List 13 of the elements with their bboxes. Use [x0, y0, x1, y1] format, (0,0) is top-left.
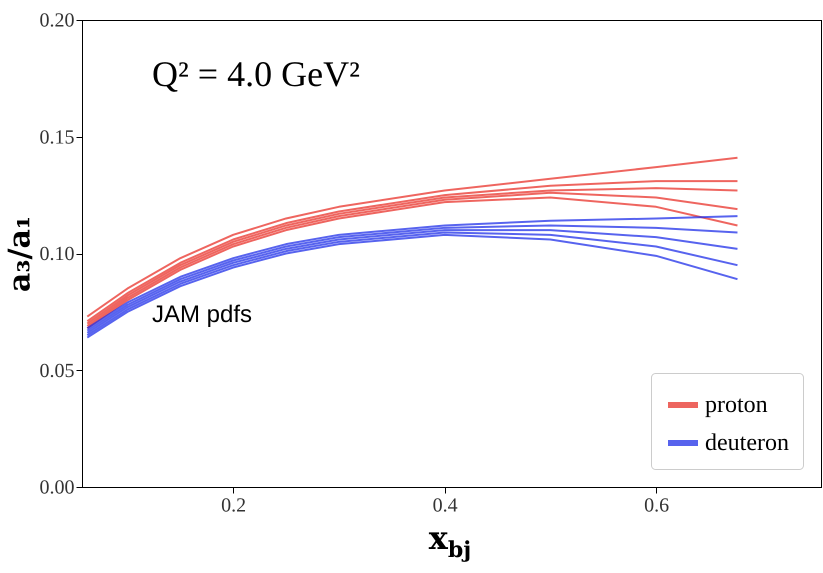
- annotation: Q² = 4.0 GeV²: [152, 54, 360, 94]
- x-tick-label: 0.2: [221, 494, 246, 516]
- x-tick-label: 0.6: [644, 494, 670, 516]
- y-tick-label: 0.00: [40, 476, 74, 498]
- legend-label: deuteron: [705, 430, 789, 456]
- y-tick-label: 0.20: [40, 10, 74, 32]
- y-tick-label: 0.05: [40, 360, 74, 382]
- x-tick-label: 0.4: [432, 494, 458, 516]
- y-axis-title: a₃/a₁: [2, 216, 38, 292]
- y-tick-label: 0.10: [40, 243, 74, 265]
- annotation: JAM pdfs: [152, 301, 252, 328]
- legend-label: proton: [705, 392, 768, 418]
- y-tick-label: 0.15: [40, 126, 74, 148]
